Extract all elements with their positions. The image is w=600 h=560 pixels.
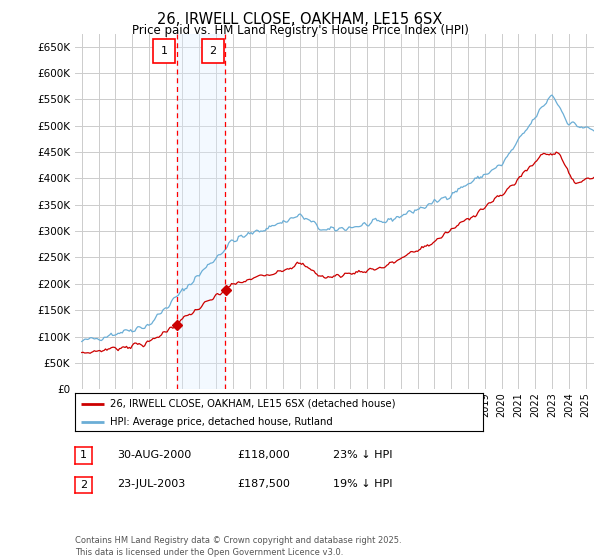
Text: 30-AUG-2000: 30-AUG-2000 xyxy=(117,450,191,460)
Text: £187,500: £187,500 xyxy=(237,479,290,489)
Bar xyxy=(177,34,226,389)
FancyBboxPatch shape xyxy=(154,39,175,63)
Text: Price paid vs. HM Land Registry's House Price Index (HPI): Price paid vs. HM Land Registry's House … xyxy=(131,24,469,36)
Text: 26, IRWELL CLOSE, OAKHAM, LE15 6SX: 26, IRWELL CLOSE, OAKHAM, LE15 6SX xyxy=(157,12,443,27)
Text: 19% ↓ HPI: 19% ↓ HPI xyxy=(333,479,392,489)
Text: 1: 1 xyxy=(80,450,87,460)
Text: 2: 2 xyxy=(80,480,87,490)
Text: 23-JUL-2003: 23-JUL-2003 xyxy=(117,479,185,489)
Text: 23% ↓ HPI: 23% ↓ HPI xyxy=(333,450,392,460)
Text: 2: 2 xyxy=(209,46,216,56)
Text: 26, IRWELL CLOSE, OAKHAM, LE15 6SX (detached house): 26, IRWELL CLOSE, OAKHAM, LE15 6SX (deta… xyxy=(110,399,395,409)
Text: HPI: Average price, detached house, Rutland: HPI: Average price, detached house, Rutl… xyxy=(110,417,332,427)
Text: £118,000: £118,000 xyxy=(237,450,290,460)
Text: 1: 1 xyxy=(161,46,168,56)
Text: Contains HM Land Registry data © Crown copyright and database right 2025.
This d: Contains HM Land Registry data © Crown c… xyxy=(75,536,401,557)
FancyBboxPatch shape xyxy=(202,39,224,63)
